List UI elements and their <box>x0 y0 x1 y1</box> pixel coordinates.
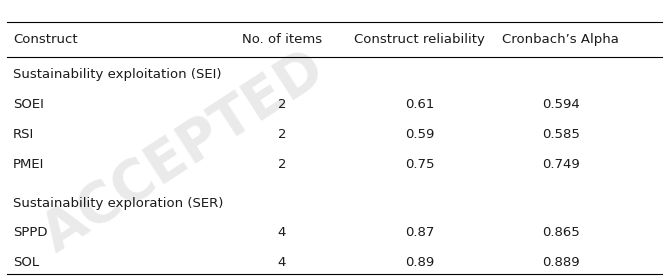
Text: 0.889: 0.889 <box>542 257 579 269</box>
Text: RSI: RSI <box>13 128 35 142</box>
Text: Sustainability exploration (SER): Sustainability exploration (SER) <box>13 197 223 210</box>
Text: Construct: Construct <box>13 33 78 46</box>
Text: 0.749: 0.749 <box>542 158 579 171</box>
Text: 4: 4 <box>278 227 286 239</box>
Text: PMEI: PMEI <box>13 158 45 171</box>
Text: SOEI: SOEI <box>13 98 44 111</box>
Text: 0.59: 0.59 <box>405 128 434 142</box>
Text: 4: 4 <box>278 257 286 269</box>
Text: ACCEPTED: ACCEPTED <box>33 41 334 264</box>
Text: 0.87: 0.87 <box>405 227 434 239</box>
Text: 0.594: 0.594 <box>542 98 579 111</box>
Text: Sustainability exploitation (SEI): Sustainability exploitation (SEI) <box>13 68 221 81</box>
Text: 2: 2 <box>278 158 286 171</box>
Text: 0.61: 0.61 <box>405 98 434 111</box>
Text: Cronbach’s Alpha: Cronbach’s Alpha <box>502 33 619 46</box>
Text: No. of items: No. of items <box>242 33 322 46</box>
Text: 2: 2 <box>278 128 286 142</box>
Text: SOL: SOL <box>13 257 39 269</box>
Text: SPPD: SPPD <box>13 227 47 239</box>
Text: 2: 2 <box>278 98 286 111</box>
Text: 0.75: 0.75 <box>405 158 434 171</box>
Text: 0.89: 0.89 <box>405 257 434 269</box>
Text: 0.585: 0.585 <box>542 128 579 142</box>
Text: Construct reliability: Construct reliability <box>355 33 485 46</box>
Text: 0.865: 0.865 <box>542 227 579 239</box>
